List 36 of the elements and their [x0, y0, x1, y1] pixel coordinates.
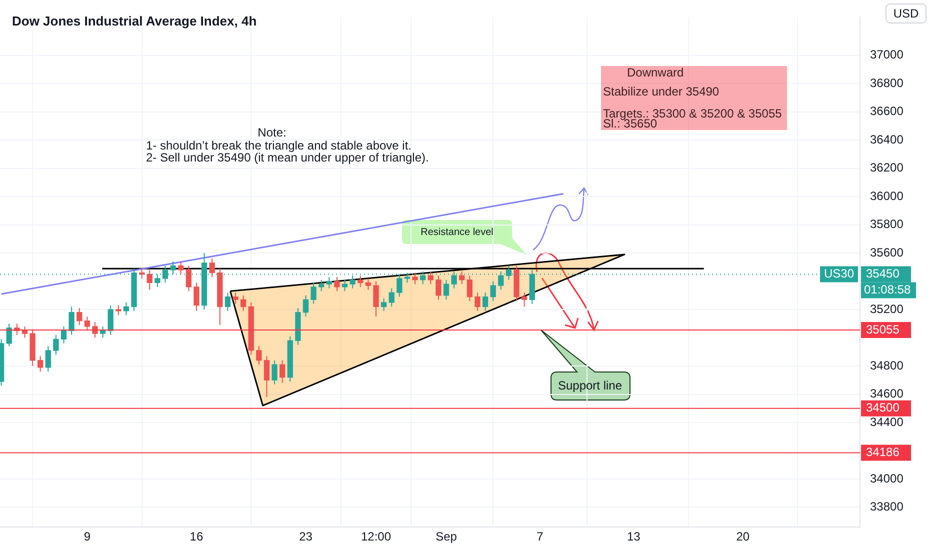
ref-line-label: 35450: [866, 266, 900, 281]
x-tick-label: 12:00: [360, 530, 392, 544]
x-tick-label: Sep: [436, 530, 458, 544]
annotation: Support line: [558, 378, 622, 392]
text: USD: [893, 6, 919, 20]
y-tick-label: 35600: [870, 245, 904, 260]
y-tick-label: 34000: [870, 471, 904, 486]
x-tick-label: 9: [84, 530, 91, 544]
y-tick-label: 36400: [870, 132, 904, 146]
text: 01:08:58: [864, 282, 912, 297]
candlestick: [334, 276, 340, 292]
y-tick-label: 33800: [870, 500, 904, 514]
annotation: US30: [824, 266, 854, 281]
ref-line-label: 35055: [866, 322, 900, 336]
y-tick-label: 35800: [870, 217, 904, 232]
x-tick-label: 20: [736, 530, 750, 544]
ref-line-label: 34186: [866, 445, 900, 460]
annotation: Resistance level: [420, 226, 494, 238]
y-tick-label: 36000: [870, 188, 904, 203]
y-tick-label: 35200: [870, 302, 904, 316]
y-tick-label: 34600: [870, 386, 904, 401]
y-tick-label: 34400: [870, 414, 904, 429]
y-tick-label: 36200: [870, 160, 904, 175]
y-tick-label: 34800: [870, 358, 904, 372]
annotation: Downward Stabilize under 35490 Targets.: 35300 & 35200 & 35055 Sl.: 35650: [603, 65, 782, 130]
x-tick-label: 7: [536, 530, 544, 544]
y-tick-label: 36600: [870, 104, 904, 118]
ref-line-label: 34500: [866, 400, 900, 415]
y-tick-label: 36800: [870, 76, 904, 90]
y-tick-label: 37000: [870, 48, 904, 62]
annotation: Note: 1- shouldn’t break the triangle and stable above it. 2- Sell under 35490 (it mean under upper of triangle).: [146, 125, 429, 164]
x-tick-label: 13: [626, 530, 641, 544]
x-tick-label: 16: [190, 530, 204, 544]
x-tick-label: 23: [299, 530, 313, 544]
candlestick: [116, 304, 122, 316]
chart-title: Dow Jones Industrial Average Index, 4h: [12, 14, 257, 29]
